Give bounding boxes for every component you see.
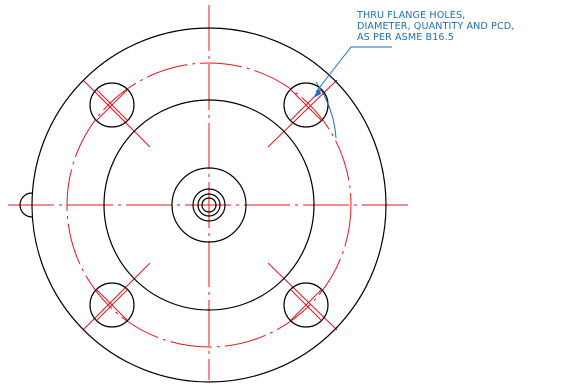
leader-line [315, 46, 392, 93]
bore-mid-circle [197, 193, 221, 217]
hole-centerline-tr [267, 79, 338, 148]
callout-note: THRU FLANGE HOLES, DIAMETER, QUANTITY AN… [357, 10, 515, 43]
raised-face-circle [103, 99, 315, 311]
bolt-circle-pcd [66, 62, 352, 348]
flange-outer-circle [31, 27, 387, 383]
outlines [19, 27, 387, 383]
hole-centerline-tl [82, 79, 151, 148]
bolt-hole-bottom-left [89, 282, 135, 328]
hole-centerline-bl [82, 262, 151, 331]
bore-outer-circle [192, 188, 226, 222]
bolt-hole-bottom-right [283, 282, 329, 328]
hub-circle [171, 167, 247, 243]
centerlines [8, 5, 410, 380]
callout-line-2: DIAMETER, QUANTITY AND PCD, [357, 20, 515, 32]
leader-arc [315, 81, 337, 139]
leader-arrowhead [313, 88, 321, 98]
hole-centerline-br [267, 262, 338, 331]
callout-line-3: AS PER ASME B16.5 [357, 31, 454, 43]
bolt-hole-top-left [89, 82, 135, 128]
callout-line-1: THRU FLANGE HOLES, [357, 10, 466, 21]
callout-leader [313, 46, 392, 139]
flange-tab [19, 192, 33, 218]
bore-inner-circle [201, 197, 217, 213]
